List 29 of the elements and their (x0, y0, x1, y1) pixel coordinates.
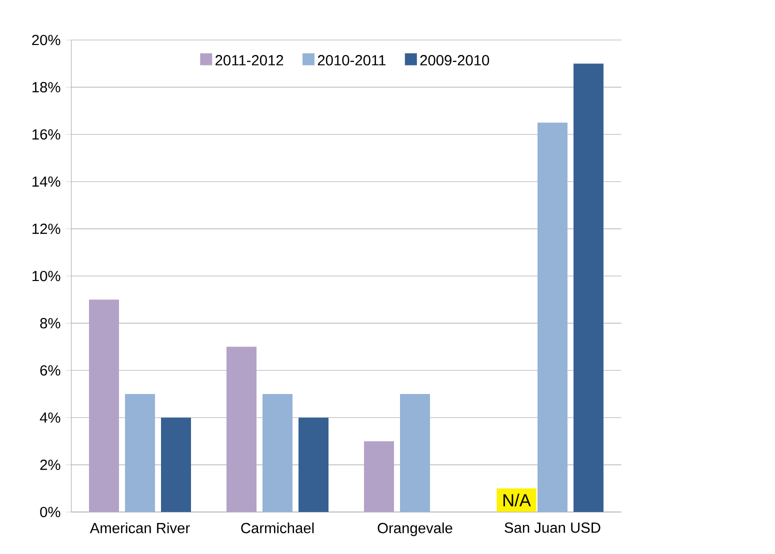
y-tick-label: 8% (40, 318, 60, 328)
y-tick-label: 10% (32, 270, 60, 282)
y-tick-label: 16% (32, 129, 60, 140)
legend-label: 2011-2012 (216, 55, 284, 66)
y-tick-label: 20% (32, 34, 60, 46)
bar (262, 394, 293, 512)
y-tick-label: 14% (32, 176, 60, 187)
y-tick-label: 4% (40, 412, 60, 423)
bar (574, 64, 604, 512)
x-tick-label: Orangevale (378, 522, 452, 536)
legend-label: 2010-2011 (318, 55, 386, 66)
bar (226, 346, 257, 512)
x-tick-label: San Juan USD (504, 522, 600, 533)
y-tick-label: 6% (40, 365, 60, 376)
y-tick-label: 12% (32, 224, 60, 234)
y-tick-label: 18% (32, 82, 60, 92)
bar (298, 418, 329, 512)
legend-label: 2009-2010 (420, 55, 490, 66)
bar (364, 441, 394, 512)
x-tick-label: American River (90, 522, 190, 534)
x-tick-label: Carmichael (241, 522, 314, 534)
bar (89, 300, 119, 512)
annotation: N/A (503, 494, 531, 506)
bar (400, 394, 430, 512)
bar (538, 122, 568, 512)
y-tick-label: 0% (40, 506, 60, 518)
bar (161, 418, 191, 512)
y-tick-label: 2% (40, 460, 60, 470)
bar (125, 394, 155, 512)
